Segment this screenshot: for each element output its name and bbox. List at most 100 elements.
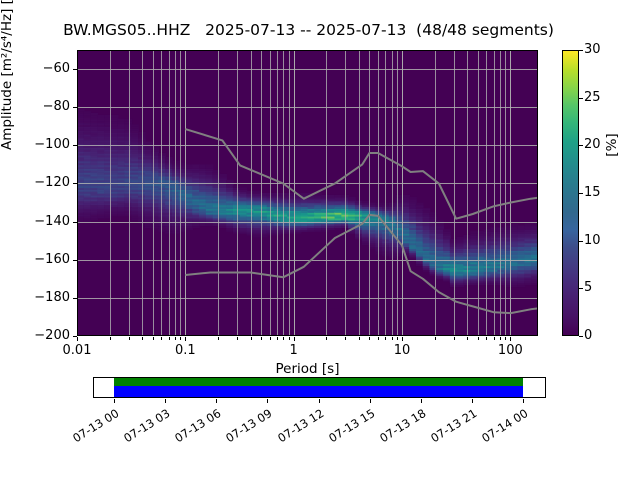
colorbar-tick-label: 10 [584,232,601,248]
grid-line-horizontal [77,222,538,223]
x-tick-mark [109,337,111,340]
grid-line-vertical [402,50,403,336]
x-tick-mark [142,337,144,340]
grid-line-vertical [326,50,327,336]
x-tick-mark [185,337,187,341]
y-tick-label: −80 [42,99,70,115]
grid-line-horizontal [77,183,538,184]
coverage-tick-mark [369,399,371,403]
coverage-tick-label: 07-13 00 [69,406,122,446]
x-tick-mark [493,337,495,340]
x-tick-mark [385,337,387,340]
x-tick-label: 1 [289,343,298,358]
grid-line-vertical [369,50,370,336]
x-tick-mark [397,337,399,340]
grid-line-vertical [510,50,511,336]
grid-line-vertical [392,50,393,336]
x-tick-mark [486,337,488,340]
grid-line-vertical [478,50,479,336]
grid-line-vertical [251,50,252,336]
coverage-tick-label: 07-13 06 [172,406,224,446]
x-tick-mark [293,337,295,341]
coverage-tick-label: 07-13 12 [274,406,327,446]
grid-line-vertical [345,50,346,336]
x-tick-mark [174,337,176,340]
coverage-tick-mark [421,399,422,403]
colorbar-tick-mark [579,336,583,337]
coverage-tick-mark [216,399,218,403]
y-tick-mark [73,259,77,261]
grid-line-vertical [289,50,290,336]
x-axis-label: Period [s] [275,361,340,377]
grid-line-vertical [385,50,386,336]
y-tick-label: −200 [34,328,70,343]
grid-line-vertical [175,50,176,336]
colorbar[interactable] [562,50,579,336]
y-tick-mark [73,107,77,109]
x-tick-mark [276,337,278,340]
y-tick-mark [73,145,77,147]
coverage-blue-band [113,386,524,397]
x-tick-label: 0.1 [174,343,196,358]
grid-line-vertical [142,50,143,336]
x-tick-mark [168,337,170,340]
y-tick-label: −100 [34,137,70,153]
x-tick-mark [467,337,469,340]
ppsd-plot-area[interactable] [77,50,538,336]
grid-line-vertical [486,50,487,336]
grid-line-vertical [270,50,271,336]
colorbar-tick-mark [579,240,583,242]
x-tick-mark [288,337,290,340]
x-tick-label: 100 [497,343,523,358]
grid-line-vertical [218,50,219,336]
x-tick-mark [283,337,285,340]
colorbar-tick-label: 5 [584,280,593,296]
page-title: BW.MGS05..HHZ 2025-07-13 -- 2025-07-13 (… [63,21,554,39]
coverage-tick-mark [318,399,320,403]
colorbar-tick-mark [579,193,583,194]
x-tick-mark [391,337,393,340]
grid-line-vertical [277,50,278,336]
x-tick-mark [358,337,360,340]
grid-line-vertical [261,50,262,336]
x-tick-mark [152,337,154,340]
grid-line-vertical [494,50,495,336]
grid-line-vertical [454,50,455,336]
y-tick-label: −160 [34,251,70,267]
y-tick-mark [73,221,77,223]
grid-line-vertical [110,50,111,336]
grid-line-vertical [180,50,181,336]
y-tick-mark [73,69,77,71]
coverage-tick-mark [267,399,269,403]
noise-model-curves [185,128,538,315]
grid-line-vertical [435,50,436,336]
x-tick-label: 0.01 [62,343,92,358]
grid-line-vertical [283,50,284,336]
coverage-tick-mark [164,399,166,403]
coverage-tick-mark [113,399,115,403]
colorbar-label: [%] [604,133,620,157]
colorbar-tick-mark [579,50,583,51]
x-tick-mark [237,337,238,340]
grid-line-vertical [500,50,501,336]
data-coverage-bar[interactable] [93,377,546,398]
grid-line-vertical [185,50,186,336]
y-tick-mark [73,336,77,337]
colorbar-tick-mark [579,97,583,99]
y-tick-mark [73,297,77,299]
x-tick-mark [217,337,219,340]
grid-line-vertical [129,50,130,336]
grid-line-vertical [397,50,398,336]
grid-line-horizontal [77,69,538,70]
x-tick-mark [510,337,512,341]
colorbar-tick-mark [579,145,583,147]
coverage-green-band [113,378,524,386]
y-tick-mark [73,183,77,185]
x-tick-mark [477,337,479,340]
x-tick-mark [505,337,507,340]
colorbar-tick-label: 30 [584,42,601,57]
x-tick-mark [499,337,501,340]
x-tick-mark [77,337,78,341]
nhnm-curve [185,128,538,220]
